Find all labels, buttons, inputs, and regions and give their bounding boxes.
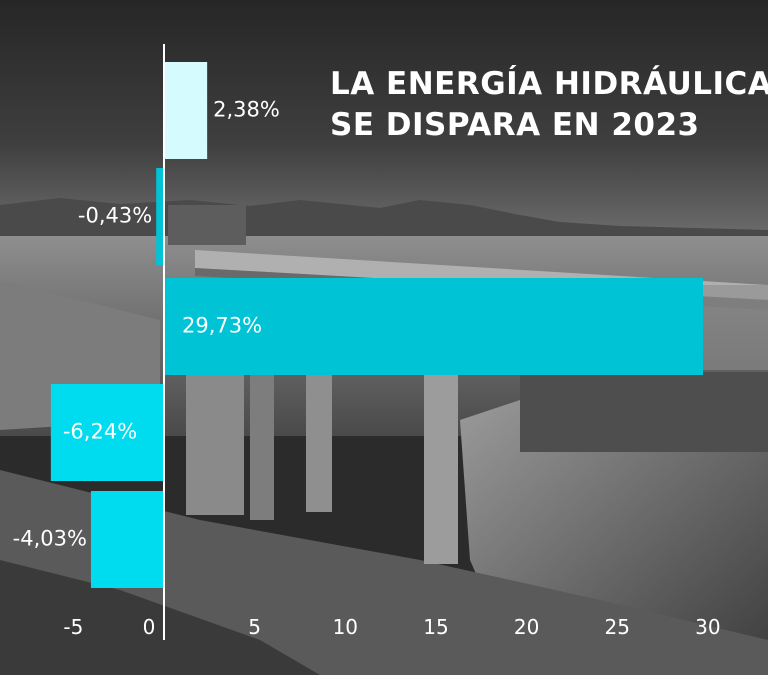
bar-4 bbox=[90, 491, 164, 588]
x-tick-label: 10 bbox=[333, 615, 358, 639]
bar-label-1: -0,43% bbox=[78, 204, 152, 228]
x-tick-label: 25 bbox=[605, 615, 630, 639]
chart-title-line-1: LA ENERGÍA HIDRÁULICA bbox=[330, 66, 768, 102]
bar-3 bbox=[50, 384, 164, 481]
bar-label-2: 29,73% bbox=[182, 314, 262, 338]
x-tick-label: 15 bbox=[423, 615, 448, 639]
bar-1 bbox=[156, 168, 164, 265]
bar-2 bbox=[164, 278, 704, 375]
x-tick-label: 5 bbox=[248, 615, 261, 639]
chart-title-line-2: SE DISPARA EN 2023 bbox=[330, 107, 700, 143]
x-tick-label: -5 bbox=[63, 615, 83, 639]
x-tick-label: 30 bbox=[695, 615, 720, 639]
bar-label-4: -4,03% bbox=[13, 527, 87, 551]
x-tick-label: 0 bbox=[143, 615, 156, 639]
bar-0 bbox=[164, 62, 208, 159]
bar-label-0: 2,38% bbox=[213, 98, 280, 122]
bar-label-3: -6,24% bbox=[63, 420, 137, 444]
x-tick-label: 20 bbox=[514, 615, 539, 639]
